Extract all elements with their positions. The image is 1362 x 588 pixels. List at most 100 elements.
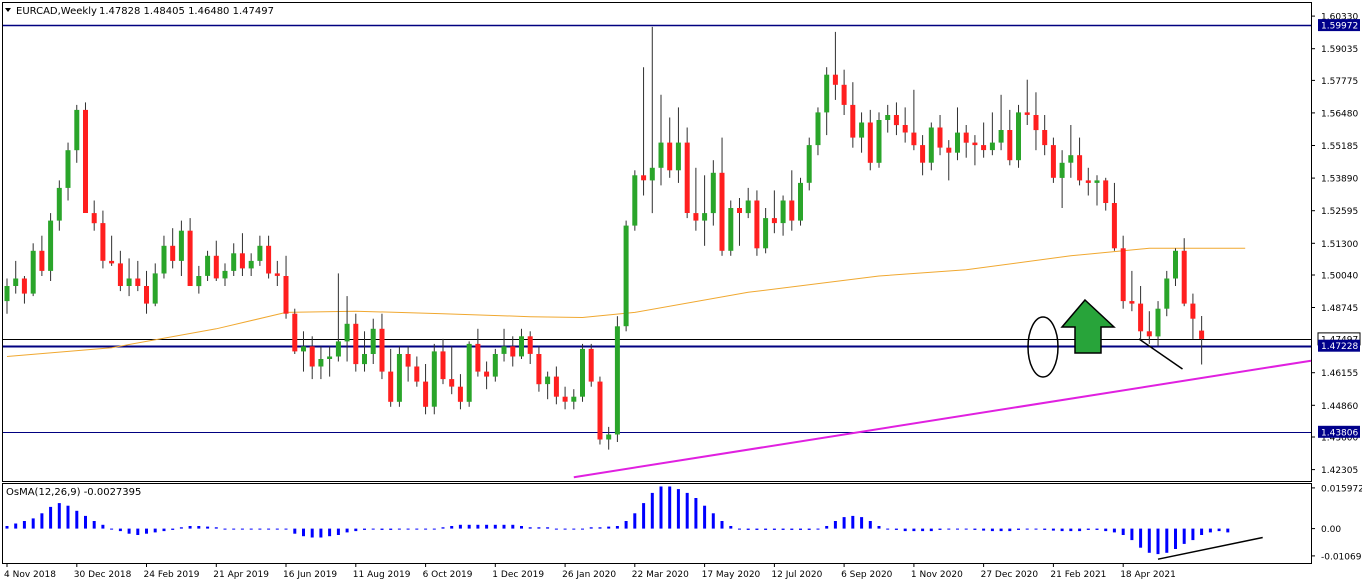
candle-body (187, 230, 193, 286)
time-tick-label: 27 Dec 2020 (981, 570, 1039, 580)
candle-body (100, 223, 106, 261)
price-tick-label: 1.59035 (1321, 45, 1358, 55)
candle-body (571, 396, 577, 402)
candle-body (431, 351, 437, 407)
candle-body (379, 328, 385, 372)
candle-body (1007, 130, 1013, 161)
candle-body (955, 132, 960, 153)
candle-body (344, 323, 350, 342)
candle (606, 426, 612, 450)
candle (1059, 150, 1065, 208)
time-tick-label: 22 Mar 2020 (632, 570, 689, 580)
candle (274, 260, 280, 286)
osma-label: OsMA(12,26,9) -0.0027395 (6, 487, 141, 498)
candle (972, 135, 978, 166)
candle (239, 233, 245, 276)
candle-body (370, 328, 376, 354)
candle (1103, 177, 1109, 211)
candle (423, 364, 429, 415)
candle-body (1129, 301, 1135, 304)
candle-body (292, 313, 298, 352)
candle (257, 235, 263, 266)
candle (457, 374, 463, 410)
candle (1111, 182, 1117, 251)
candle (998, 94, 1004, 151)
candle-body (178, 230, 184, 261)
candle-body (449, 379, 455, 387)
candle (614, 316, 620, 442)
candle (510, 336, 516, 367)
level-label-box (1318, 339, 1360, 352)
candle (231, 243, 237, 276)
candle-body (684, 142, 690, 213)
osma-tick-label: 0.00 (1321, 525, 1341, 535)
ohlc-readout: 1.47828 1.48405 1.46480 1.47497 (99, 6, 274, 17)
candle (693, 167, 699, 231)
candle (745, 187, 751, 219)
candle-body (641, 175, 647, 181)
candle-body (754, 200, 760, 249)
candle (178, 220, 184, 276)
candle (100, 210, 106, 269)
candle-body (1120, 248, 1126, 302)
candle (684, 127, 690, 219)
candle (876, 112, 882, 168)
candle (1042, 115, 1048, 156)
candle-body (850, 104, 856, 138)
candle-body (710, 172, 716, 214)
candle (4, 278, 10, 314)
candle (815, 107, 821, 156)
candle (1146, 311, 1152, 344)
level-label-text: 1.59972 (1321, 22, 1358, 32)
candle-body (675, 142, 681, 171)
time-tick-label: 6 Oct 2019 (423, 570, 473, 580)
candle (327, 346, 333, 377)
candle-body (213, 255, 219, 279)
time-tick-label: 26 Jan 2020 (562, 570, 616, 580)
price-tick-label: 1.53890 (1321, 175, 1358, 185)
candle-body (658, 142, 664, 168)
candle (893, 102, 899, 136)
candle-body (1024, 112, 1030, 115)
candle (30, 243, 36, 297)
candle-body (1016, 112, 1021, 161)
chevron-down-icon[interactable] (5, 8, 11, 12)
candle (362, 331, 367, 372)
candle-body (222, 270, 228, 279)
time-tick-label: 24 Feb 2019 (144, 570, 200, 580)
candle-body (798, 182, 803, 221)
candle-body (117, 263, 123, 286)
candle (187, 218, 193, 286)
candle-body (109, 260, 115, 264)
trendlines (573, 338, 1312, 479)
candle (519, 328, 524, 359)
price-tick-label: 1.50040 (1321, 272, 1358, 282)
time-tick-label: 4 Nov 2018 (4, 570, 56, 580)
price-tick-label: 1.57775 (1321, 77, 1358, 87)
support-trendline (573, 359, 1312, 479)
candle-body (335, 341, 341, 357)
candle-body (423, 381, 429, 407)
candle-body (1155, 308, 1161, 337)
candle-body (21, 278, 27, 294)
candle-body (1146, 331, 1152, 337)
osma-tick-label: -0.010695 (1321, 552, 1362, 562)
candle-body (1094, 180, 1100, 183)
candle (74, 104, 80, 163)
candle (213, 240, 219, 281)
candle (501, 328, 507, 362)
candle-body (527, 336, 533, 354)
up-arrow-icon (1060, 298, 1116, 354)
candle-body (737, 208, 742, 213)
candle (466, 341, 472, 407)
candle (702, 175, 708, 246)
candle-body (780, 200, 786, 224)
level-label-text: 1.47228 (1321, 342, 1358, 352)
candle (789, 170, 795, 231)
candle-body (396, 354, 402, 402)
candle (109, 235, 115, 266)
candle-body (388, 371, 394, 402)
candle (588, 343, 594, 387)
